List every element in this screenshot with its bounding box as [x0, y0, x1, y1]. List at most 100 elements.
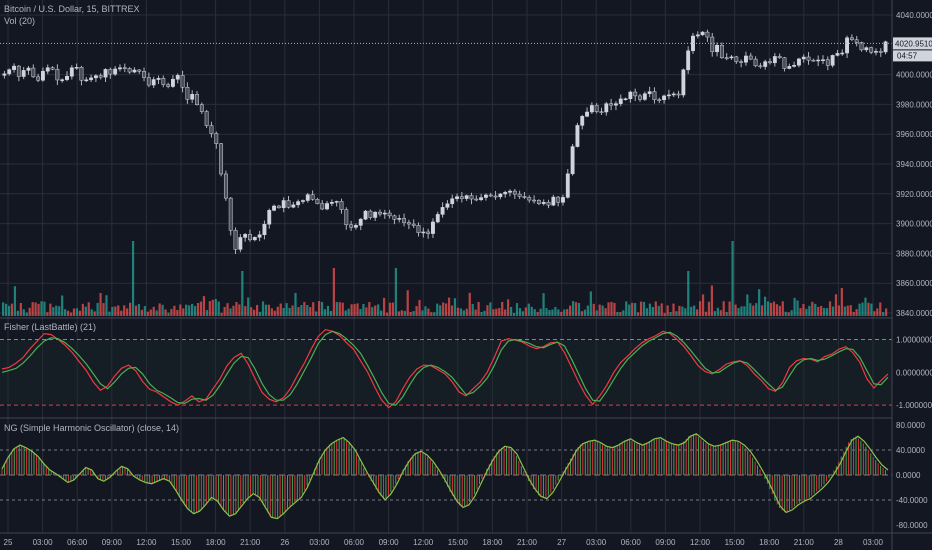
candle-body	[65, 75, 69, 80]
volume-bar	[267, 304, 271, 316]
fisher-title[interactable]: Fisher (LastBattle) (21)	[4, 322, 96, 332]
volume-bar	[309, 307, 312, 316]
candle-body	[296, 201, 301, 206]
volume-bar	[825, 308, 829, 316]
volume-bar	[226, 303, 229, 316]
candle-body	[358, 218, 363, 226]
volume-bar	[554, 306, 557, 316]
volume-bar	[693, 305, 696, 316]
volume-bar	[445, 303, 448, 316]
volume-bar	[592, 303, 595, 316]
volume-bar	[385, 312, 389, 316]
volume-bar	[749, 303, 752, 316]
time-tick-label: 03:00	[33, 538, 54, 547]
candle-body	[267, 210, 272, 225]
volume-bar	[25, 312, 28, 316]
volume-bar	[642, 301, 646, 316]
volume-bar	[740, 306, 743, 316]
volume-bar	[255, 304, 259, 316]
volume-bar	[146, 311, 149, 316]
volume-bar	[589, 291, 592, 316]
candle-body	[686, 50, 691, 71]
candle-body	[248, 234, 252, 241]
candle-body	[782, 57, 787, 69]
volume-bar	[507, 299, 510, 316]
candle-body	[811, 59, 816, 62]
volume-bar	[52, 307, 55, 316]
candle-body	[440, 207, 445, 215]
volume-bar	[394, 268, 398, 316]
volume-bar	[359, 309, 362, 316]
volume-bar	[447, 297, 451, 316]
volume-bar	[356, 303, 359, 316]
volume-bar	[75, 308, 79, 316]
volume-bar	[196, 302, 200, 316]
volume-bar	[530, 306, 533, 316]
candle-body	[777, 56, 782, 59]
time-tick-label: 28	[834, 538, 843, 547]
time-tick-label: 12:00	[413, 538, 434, 547]
volume-bar	[542, 293, 545, 316]
candle-body	[556, 196, 561, 203]
volume-bar	[687, 271, 690, 316]
candle-body	[772, 56, 777, 64]
candle-body	[272, 205, 276, 211]
volume-bar	[49, 303, 52, 316]
candle-body	[565, 173, 570, 198]
volume-bar	[164, 309, 167, 316]
oscillator-tick-label: -80.0000	[896, 521, 928, 530]
volume-bar	[657, 305, 660, 316]
volume-bar	[870, 303, 873, 316]
candle-body	[392, 215, 397, 220]
volume-bar	[418, 299, 421, 316]
candle-body	[12, 65, 16, 70]
volume-title[interactable]: Vol (20)	[4, 16, 35, 26]
volume-bar	[320, 301, 324, 316]
volume-bar	[509, 306, 513, 316]
volume-bar	[634, 303, 637, 316]
volume-bar	[105, 295, 108, 316]
volume-bar	[126, 308, 129, 316]
volume-bar	[199, 301, 203, 316]
volume-bar	[22, 309, 25, 316]
candle-body	[469, 195, 474, 200]
oscillator-title[interactable]: NG (Simple Harmonic Oscillator) (close, …	[4, 423, 179, 433]
candle-body	[223, 173, 228, 199]
volume-bar	[752, 305, 755, 316]
candle-body	[353, 225, 358, 228]
volume-bar	[261, 301, 265, 316]
candle-body	[744, 55, 748, 63]
volume-bar	[595, 310, 598, 316]
volume-bar	[131, 241, 135, 316]
volume-bar	[380, 310, 383, 316]
volume-bar	[566, 309, 569, 316]
time-tick-label: 12:00	[690, 538, 711, 547]
volume-bar	[273, 310, 276, 316]
candle-body	[580, 116, 585, 126]
candle-body	[431, 221, 435, 234]
volume-bar	[675, 311, 678, 316]
candle-body	[243, 234, 248, 238]
volume-bar	[66, 310, 70, 316]
candle-body	[40, 70, 45, 81]
candle-body	[171, 78, 175, 87]
volume-bar	[758, 289, 761, 316]
symbol-title[interactable]: Bitcoin / U.S. Dollar, 15, BITTREX	[4, 4, 140, 14]
candle-body	[108, 69, 113, 75]
candle-body	[801, 56, 806, 60]
volume-bar	[734, 304, 737, 316]
volume-bar	[784, 311, 787, 316]
volume-layer	[2, 241, 888, 316]
time-tick-label: 06:00	[621, 538, 642, 547]
candle-body	[483, 194, 488, 198]
candle-body	[363, 210, 368, 220]
volume-bar	[208, 301, 211, 316]
volume-bar	[391, 302, 395, 316]
time-tick-label: 21:00	[517, 538, 538, 547]
volume-bar	[128, 302, 132, 316]
volume-bar	[81, 303, 84, 316]
volume-bar	[763, 296, 767, 316]
volume-bar	[318, 301, 321, 316]
